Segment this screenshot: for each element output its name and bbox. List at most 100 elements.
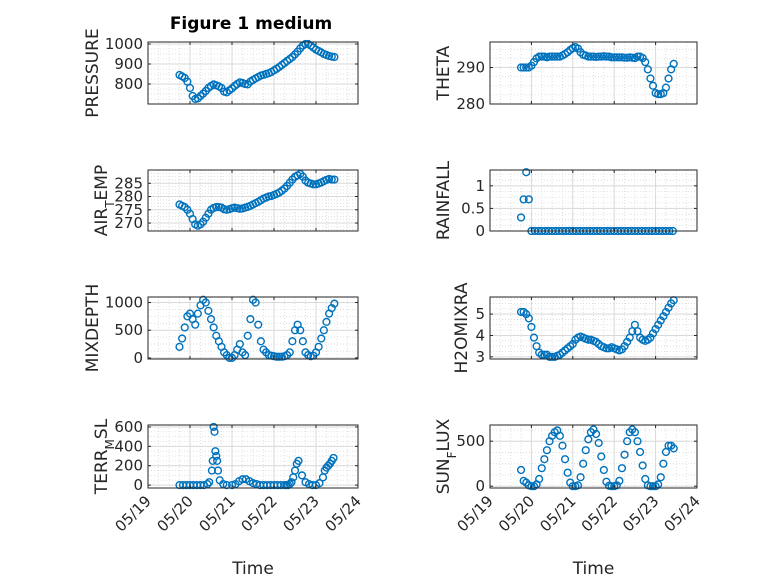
y-tick-label: 800 bbox=[114, 75, 143, 93]
data-point bbox=[519, 195, 528, 204]
data-point bbox=[209, 323, 218, 332]
x-tick-label: 05/19 bbox=[454, 492, 497, 535]
data-point bbox=[251, 298, 260, 307]
data-point bbox=[519, 63, 528, 72]
data-point bbox=[659, 459, 668, 468]
data-point bbox=[516, 213, 526, 222]
axis-label-subscript: T bbox=[103, 200, 117, 209]
data-point bbox=[545, 52, 554, 61]
data-point bbox=[211, 447, 220, 456]
data-point bbox=[294, 456, 303, 465]
data-point bbox=[620, 53, 629, 62]
data-point bbox=[275, 352, 284, 361]
data-point bbox=[537, 350, 546, 359]
series-markers bbox=[516, 425, 678, 491]
y-tick-label: 270 bbox=[114, 214, 143, 232]
axes-box bbox=[489, 296, 698, 360]
y-tick-label: 0.5 bbox=[461, 199, 485, 217]
data-point bbox=[185, 83, 195, 93]
data-point bbox=[235, 339, 244, 349]
data-point bbox=[648, 482, 658, 491]
data-point bbox=[330, 299, 339, 308]
data-point bbox=[522, 168, 531, 177]
subplot-terr-msl: 0200400600TERRMSL05/1905/2005/2105/2205/… bbox=[92, 418, 365, 579]
data-point bbox=[669, 59, 678, 68]
data-point bbox=[617, 464, 627, 473]
data-point bbox=[209, 422, 218, 432]
data-point bbox=[322, 317, 331, 327]
data-point bbox=[213, 466, 223, 475]
subplot-sun-flux: 0 500SUNFLUX05/1905/2005/2105/2205/2305/2… bbox=[434, 418, 704, 579]
data-point bbox=[607, 53, 616, 62]
data-point bbox=[623, 337, 632, 346]
data-point bbox=[540, 350, 549, 359]
data-point bbox=[246, 315, 255, 324]
data-point bbox=[654, 90, 663, 99]
data-point bbox=[563, 468, 572, 477]
x-axis-label: Time bbox=[572, 559, 615, 579]
data-point bbox=[288, 337, 297, 346]
data-point bbox=[319, 326, 328, 335]
data-point bbox=[522, 63, 531, 72]
figure-title: Figure 1 medium bbox=[170, 14, 332, 34]
y-tick-label: 280 bbox=[456, 95, 485, 113]
axes-box bbox=[489, 424, 698, 489]
data-point bbox=[610, 53, 619, 62]
data-point bbox=[633, 437, 642, 446]
data-point bbox=[256, 337, 265, 346]
axes-box bbox=[147, 296, 359, 360]
plot-area bbox=[148, 425, 358, 488]
data-point bbox=[568, 482, 577, 491]
data-point bbox=[285, 348, 294, 357]
x-tick-label: 05/23 bbox=[619, 492, 662, 535]
y-tick-label: 500 bbox=[114, 321, 143, 339]
data-point bbox=[573, 481, 583, 490]
axes-box bbox=[147, 169, 359, 232]
axes-box bbox=[147, 424, 359, 489]
data-point bbox=[584, 335, 593, 344]
data-point bbox=[597, 452, 606, 461]
data-point bbox=[524, 195, 533, 204]
data-point bbox=[594, 52, 603, 61]
data-point bbox=[615, 53, 624, 62]
data-point bbox=[612, 53, 621, 62]
data-point bbox=[288, 52, 297, 62]
data-point bbox=[193, 309, 202, 318]
data-point bbox=[243, 331, 252, 340]
data-point bbox=[516, 63, 526, 72]
data-point bbox=[661, 83, 671, 92]
data-point bbox=[560, 455, 570, 464]
data-point bbox=[516, 465, 526, 475]
data-point bbox=[654, 320, 663, 329]
data-point bbox=[568, 339, 577, 349]
y-tick-label: 280 bbox=[114, 188, 143, 206]
data-point bbox=[330, 175, 339, 184]
y-axis-label: MIXDEPTH bbox=[83, 284, 103, 373]
data-point bbox=[635, 447, 645, 457]
data-point bbox=[206, 315, 216, 324]
data-point bbox=[545, 352, 554, 361]
y-tick-label: 600 bbox=[114, 418, 143, 436]
data-point bbox=[607, 482, 616, 491]
y-axis-label: THETA bbox=[434, 45, 454, 101]
data-point bbox=[527, 482, 536, 491]
data-point bbox=[540, 455, 549, 464]
data-point bbox=[254, 320, 263, 329]
data-point bbox=[579, 459, 588, 468]
data-point bbox=[301, 39, 310, 49]
data-point bbox=[527, 322, 536, 332]
axes-box bbox=[489, 41, 698, 105]
y-tick-label: 0 bbox=[475, 222, 485, 240]
y-tick-label: 5 bbox=[475, 305, 485, 323]
data-point bbox=[327, 175, 336, 184]
data-point bbox=[537, 52, 546, 61]
data-point bbox=[643, 65, 652, 74]
y-tick-label: 275 bbox=[114, 201, 143, 219]
y-tick-label: 1000 bbox=[105, 35, 143, 53]
subplot-rainfall: 0 0.5 1 RAINFALL bbox=[434, 160, 698, 240]
axis-label-rest: LUX bbox=[434, 418, 454, 451]
